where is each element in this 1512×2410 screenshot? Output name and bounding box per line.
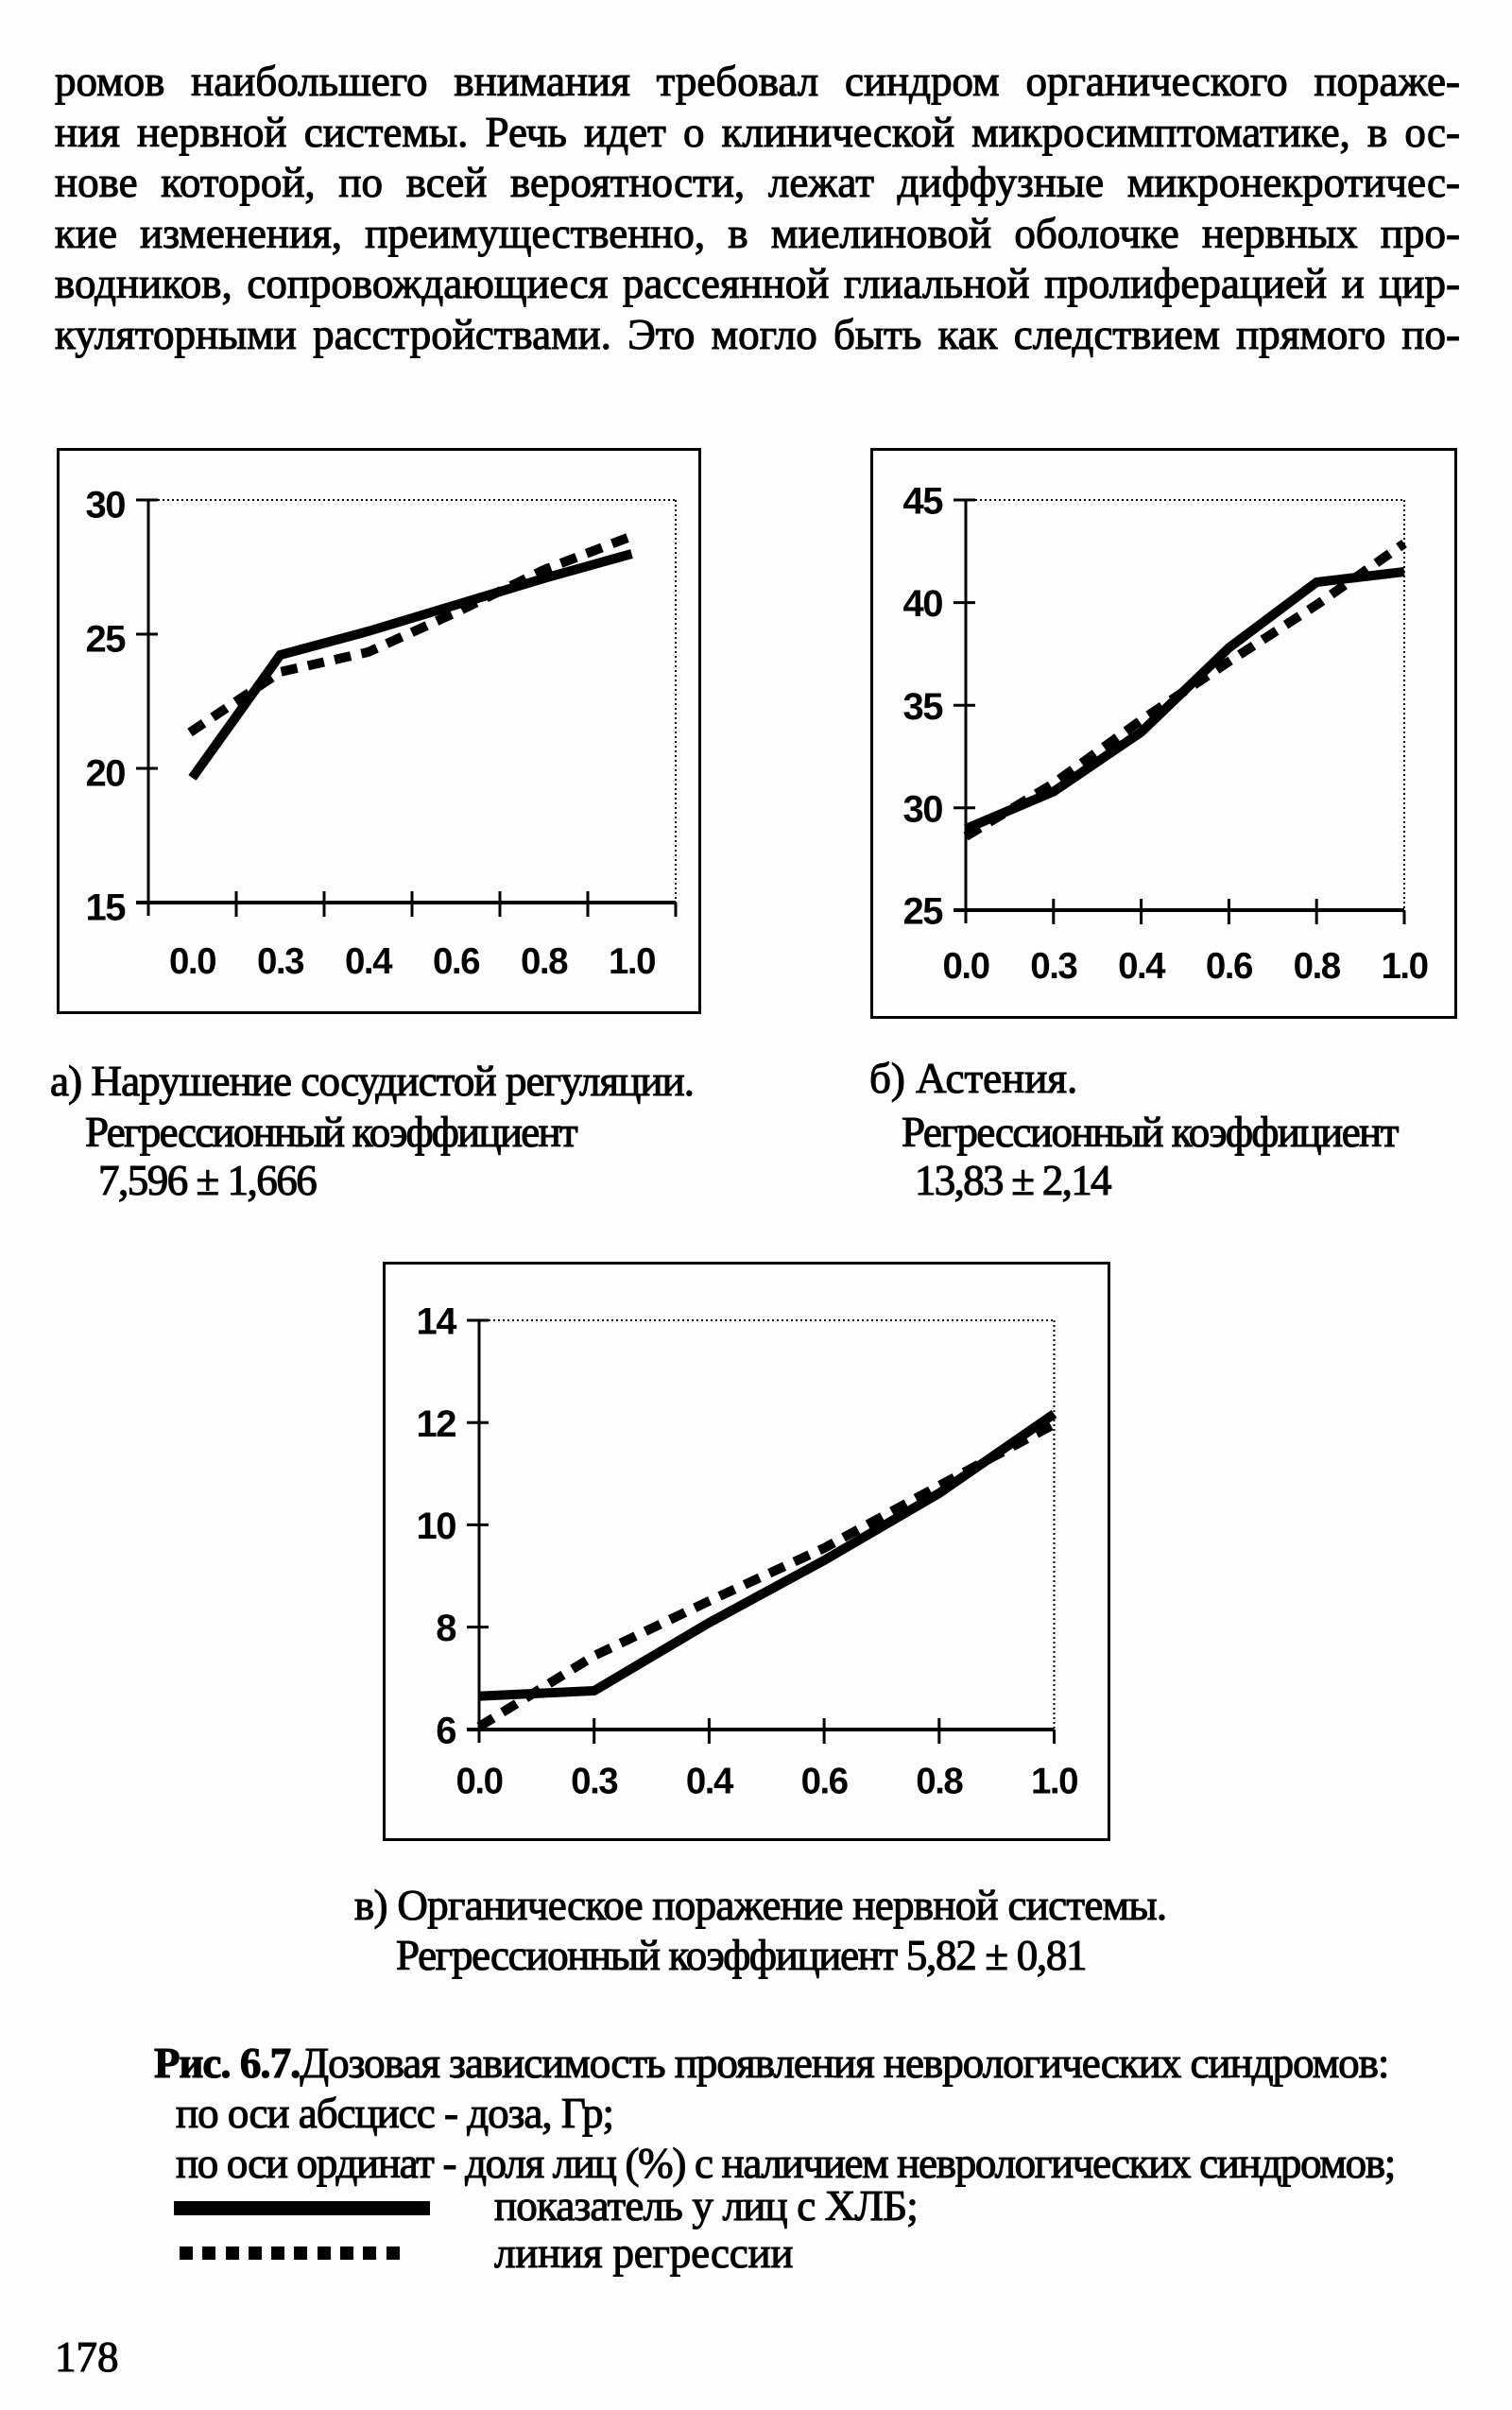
svg-text:0.8: 0.8 [521, 941, 568, 982]
svg-text:10: 10 [417, 1506, 456, 1547]
svg-text:0.0: 0.0 [455, 1762, 502, 1802]
svg-text:0.6: 0.6 [801, 1762, 849, 1802]
svg-text:20: 20 [86, 753, 126, 795]
svg-text:0.3: 0.3 [1030, 946, 1077, 987]
svg-text:45: 45 [903, 481, 944, 523]
svg-text:30: 30 [903, 788, 943, 830]
svg-text:30: 30 [86, 485, 126, 526]
svg-text:0.6: 0.6 [433, 941, 480, 982]
svg-text:12: 12 [417, 1403, 456, 1445]
svg-text:0.0: 0.0 [169, 941, 215, 982]
svg-text:0.8: 0.8 [1294, 946, 1341, 987]
svg-text:0.3: 0.3 [257, 941, 304, 982]
svg-text:8: 8 [436, 1608, 456, 1649]
svg-text:14: 14 [417, 1301, 458, 1343]
svg-text:1.0: 1.0 [1381, 946, 1427, 987]
svg-text:0.4: 0.4 [345, 941, 393, 982]
svg-text:0.0: 0.0 [942, 946, 988, 987]
svg-text:35: 35 [903, 686, 944, 728]
svg-text:0.8: 0.8 [916, 1762, 963, 1802]
svg-text:0.4: 0.4 [1118, 946, 1166, 987]
svg-text:15: 15 [86, 887, 127, 929]
svg-text:25: 25 [903, 891, 944, 933]
svg-text:1.0: 1.0 [1031, 1762, 1077, 1802]
svg-text:1.0: 1.0 [609, 941, 655, 982]
svg-text:25: 25 [86, 619, 127, 661]
svg-text:0.4: 0.4 [686, 1762, 734, 1802]
svg-text:40: 40 [903, 583, 943, 625]
svg-text:6: 6 [436, 1710, 455, 1751]
svg-text:0.3: 0.3 [571, 1762, 618, 1802]
svg-text:0.6: 0.6 [1206, 946, 1253, 987]
